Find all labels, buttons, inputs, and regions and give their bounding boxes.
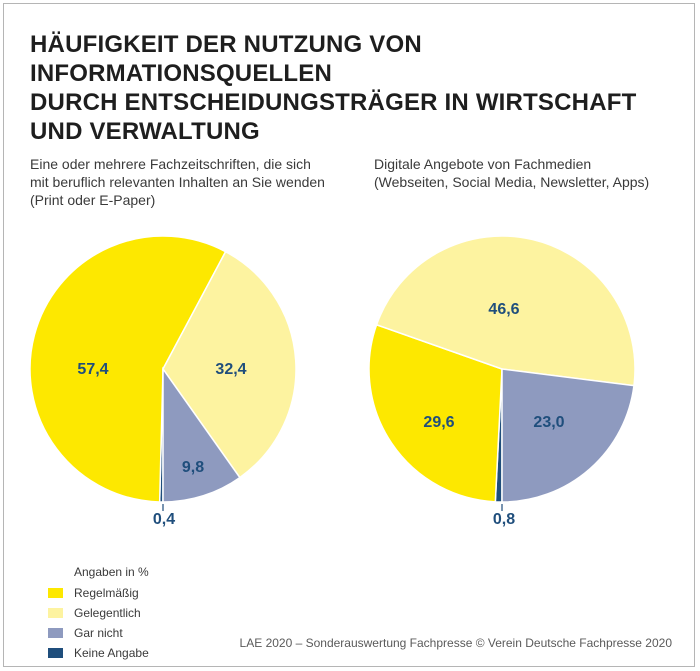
legend-label: Gelegentlich xyxy=(74,606,141,620)
pie-slice-gelegentlich xyxy=(375,235,636,387)
pie-slice-gelegentlich xyxy=(162,250,297,479)
data-label: 57,4 xyxy=(77,361,108,378)
data-label: 46,6 xyxy=(488,301,519,318)
subtitle-line: Eine oder mehrere Fachzeitschriften, die… xyxy=(30,156,311,172)
legend-swatch xyxy=(48,608,63,618)
subtitle-line: Digitale Angebote von Fachmedien xyxy=(374,156,592,172)
subtitle-line: (Print oder E-Paper) xyxy=(30,192,156,208)
legend-label: Regelmäßig xyxy=(74,586,139,600)
pie-chart-digitale-angebote: 29,6 46,6 23,0 0,8 xyxy=(368,235,636,528)
data-label: 0,8 xyxy=(493,511,515,528)
pie-right-subtitle: Digitale Angebote von Fachmedien (Websei… xyxy=(374,155,674,191)
pie-chart-fachzeitschriften: 57,4 32,4 9,8 0,4 xyxy=(29,235,297,528)
legend-label: Keine Angabe xyxy=(74,646,149,660)
legend-label: Gar nicht xyxy=(74,626,123,640)
subtitle-line: (Webseiten, Social Media, Newsletter, Ap… xyxy=(374,174,650,190)
legend-title: Angaben in % xyxy=(74,565,149,579)
data-label: 23,0 xyxy=(533,414,564,431)
data-label: 32,4 xyxy=(215,361,246,378)
subtitle-line: mit beruflich relevanten Inhalten an Sie… xyxy=(30,174,325,190)
chart-title-line: DURCH ENTSCHEIDUNGSTRÄGER IN WIRTSCHAFT xyxy=(30,89,637,116)
legend-swatch xyxy=(48,648,63,658)
data-label: 9,8 xyxy=(182,459,204,476)
chart-title: HÄUFIGKEIT DER NUTZUNG VON INFORMATIONSQ… xyxy=(30,30,690,146)
legend-swatch xyxy=(48,628,63,638)
pie-slice-gar-nicht xyxy=(501,368,635,503)
source-note: LAE 2020 – Sonderauswertung Fachpresse ©… xyxy=(239,636,672,650)
pie-slice-gar-nicht xyxy=(162,366,241,503)
pie-slice-regelmaessig xyxy=(29,235,227,503)
pie-slice-regelmaessig xyxy=(368,323,503,503)
legend-swatch xyxy=(48,588,63,598)
data-label: 29,6 xyxy=(423,414,454,431)
data-label: 0,4 xyxy=(153,511,175,528)
chart-title-line: UND VERWALTUNG xyxy=(30,118,260,145)
pie-left-subtitle: Eine oder mehrere Fachzeitschriften, die… xyxy=(30,155,330,209)
chart-title-line: HÄUFIGKEIT DER NUTZUNG VON INFORMATIONSQ… xyxy=(30,31,422,87)
